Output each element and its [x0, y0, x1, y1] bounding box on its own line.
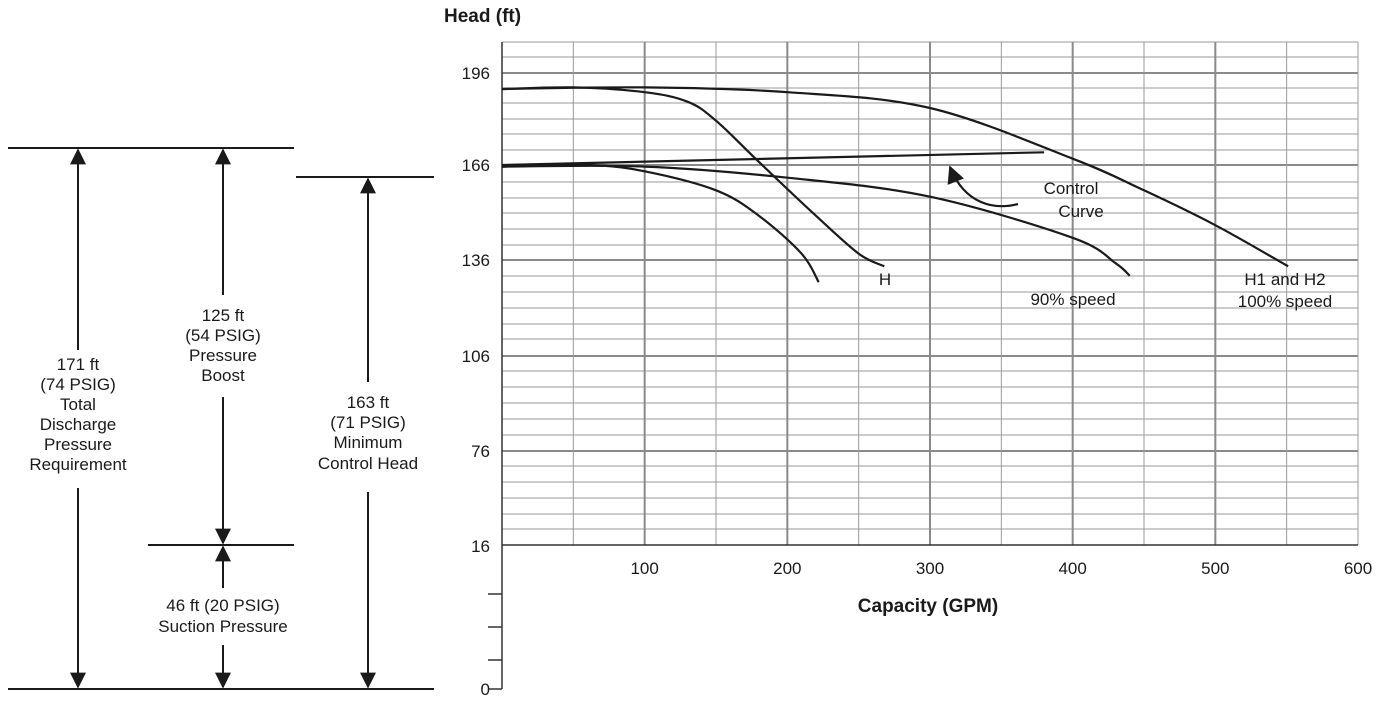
- suction-label-1: 46 ft (20 PSIG): [166, 596, 279, 615]
- dimension-diagram: 171 ft (74 PSIG) Total Discharge Pressur…: [8, 147, 434, 690]
- y-tick-label: 76: [471, 442, 490, 461]
- minimum-label-4: Control Head: [318, 454, 418, 473]
- chart-curves: [501, 86, 1289, 283]
- total-label-5: Pressure: [44, 435, 112, 454]
- control-curve-label-2: Curve: [1058, 202, 1103, 221]
- total-label-1: 171 ft: [57, 355, 100, 374]
- series-label-90-speed: 90% speed: [1030, 290, 1115, 309]
- series-label-h1-h2: H1 and H2: [1244, 270, 1325, 289]
- y-tick-label: 196: [462, 64, 490, 83]
- minimum-label-2: (71 PSIG): [330, 413, 406, 432]
- chart-axes: [488, 42, 1358, 690]
- boost-label-4: Boost: [201, 366, 245, 385]
- control-curve-pointer: [947, 165, 1019, 208]
- total-label-3: Total: [60, 395, 96, 414]
- total-label-2: (74 PSIG): [40, 375, 116, 394]
- y-tick-label: 16: [471, 537, 490, 556]
- y-tick-label: 136: [462, 251, 490, 270]
- x-tick-label: 300: [916, 559, 944, 578]
- x-tick-label: 600: [1344, 559, 1372, 578]
- suction-label-2: Suction Pressure: [158, 617, 287, 636]
- x-tick-label: 200: [773, 559, 801, 578]
- y-tick-labels: 196 166 136 106 76 16 0: [462, 64, 490, 699]
- x-tick-labels: 100 200 300 400 500 600: [630, 559, 1372, 578]
- y-axis-title: Head (ft): [444, 6, 521, 27]
- boost-label-1: 125 ft: [202, 306, 245, 325]
- series-label-h: H: [879, 270, 891, 289]
- curve-h1-h2-100-speed: [501, 86, 1289, 268]
- x-tick-label: 400: [1058, 559, 1086, 578]
- x-tick-label: 500: [1201, 559, 1229, 578]
- curve-h: [501, 86, 885, 268]
- boost-label-2: (54 PSIG): [185, 326, 261, 345]
- y-tick-label: 106: [462, 347, 490, 366]
- series-label-100-speed: 100% speed: [1238, 292, 1333, 311]
- total-label-6: Requirement: [29, 455, 127, 474]
- y-tick-label: 166: [462, 156, 490, 175]
- x-axis-title: Capacity (GPM): [858, 596, 998, 617]
- x-tick-label: 100: [630, 559, 658, 578]
- boost-label-3: Pressure: [189, 346, 257, 365]
- minimum-label-1: 163 ft: [347, 393, 390, 412]
- chart-grid: [502, 41, 1359, 545]
- curve-control: [501, 151, 1045, 167]
- pump-chart: Head (ft) Capacity (GPM) 196166136106761…: [444, 6, 1372, 699]
- minimum-label-3: Minimum: [334, 433, 403, 452]
- curve-90-speed: [501, 164, 1131, 277]
- total-label-4: Discharge: [40, 415, 117, 434]
- y-tick-label: 0: [481, 680, 490, 699]
- control-curve-label-1: Control: [1044, 179, 1099, 198]
